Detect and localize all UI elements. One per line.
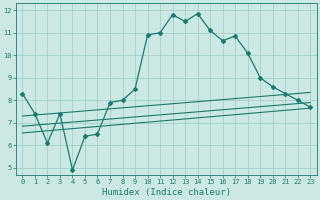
X-axis label: Humidex (Indice chaleur): Humidex (Indice chaleur) — [102, 188, 231, 197]
